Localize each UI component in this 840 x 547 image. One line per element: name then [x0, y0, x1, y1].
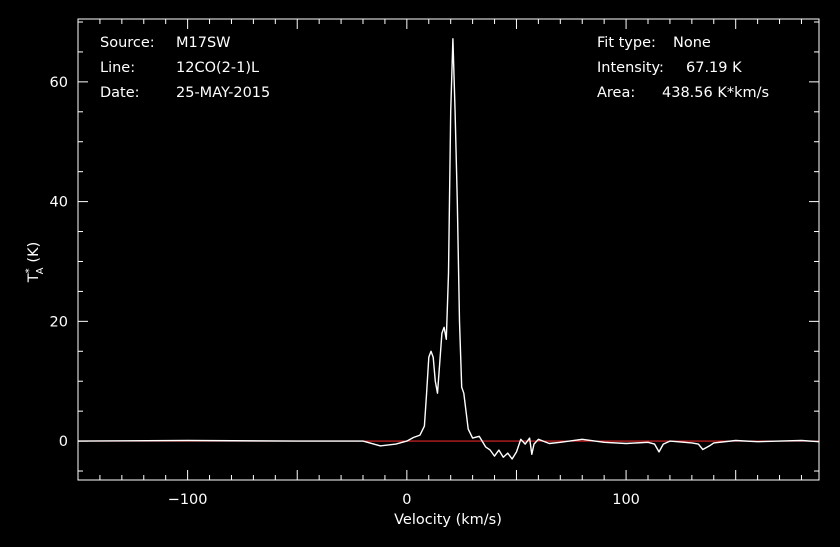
y-axis-title-sub: A	[35, 267, 46, 274]
plot-frame	[77, 18, 820, 481]
spectrum-line	[77, 38, 820, 460]
y-axis-title-unit: (K)	[26, 242, 42, 263]
date-label: Date:	[100, 85, 140, 101]
y-axis-title-text: T*A (K)	[24, 242, 46, 284]
area-value: 438.56 K*km/s	[662, 85, 770, 101]
y-tick-label: 40	[50, 195, 68, 211]
intensity-value: 67.19 K	[686, 60, 742, 76]
y-axis-title-main: T	[26, 273, 42, 283]
area-label: Area:	[597, 85, 636, 101]
date-value: 25-MAY-2015	[176, 85, 271, 101]
fit-type-label: Fit type:	[597, 35, 656, 51]
line-value: 12CO(2-1)L	[176, 60, 260, 76]
source-value: M17SW	[176, 35, 231, 51]
y-axis-title-sup: *	[24, 268, 35, 273]
y-axis-title: T*A (K)	[24, 242, 46, 284]
x-tick-label: 0	[402, 492, 411, 508]
line-label: Line:	[100, 60, 136, 76]
intensity-label: Intensity:	[597, 60, 664, 76]
y-ticks: 0 20 40 60	[50, 21, 819, 472]
y-tick-label: 0	[59, 434, 68, 450]
y-tick-label: 20	[50, 314, 68, 330]
y-tick-label: 60	[50, 75, 68, 91]
fit-type-value: None	[673, 35, 711, 51]
source-label: Source:	[100, 35, 155, 51]
x-tick-label: −100	[168, 492, 208, 508]
x-ticks: −100 0 100	[99, 19, 802, 508]
x-tick-label: 100	[612, 492, 640, 508]
x-axis-title: Velocity (km/s)	[394, 512, 502, 528]
